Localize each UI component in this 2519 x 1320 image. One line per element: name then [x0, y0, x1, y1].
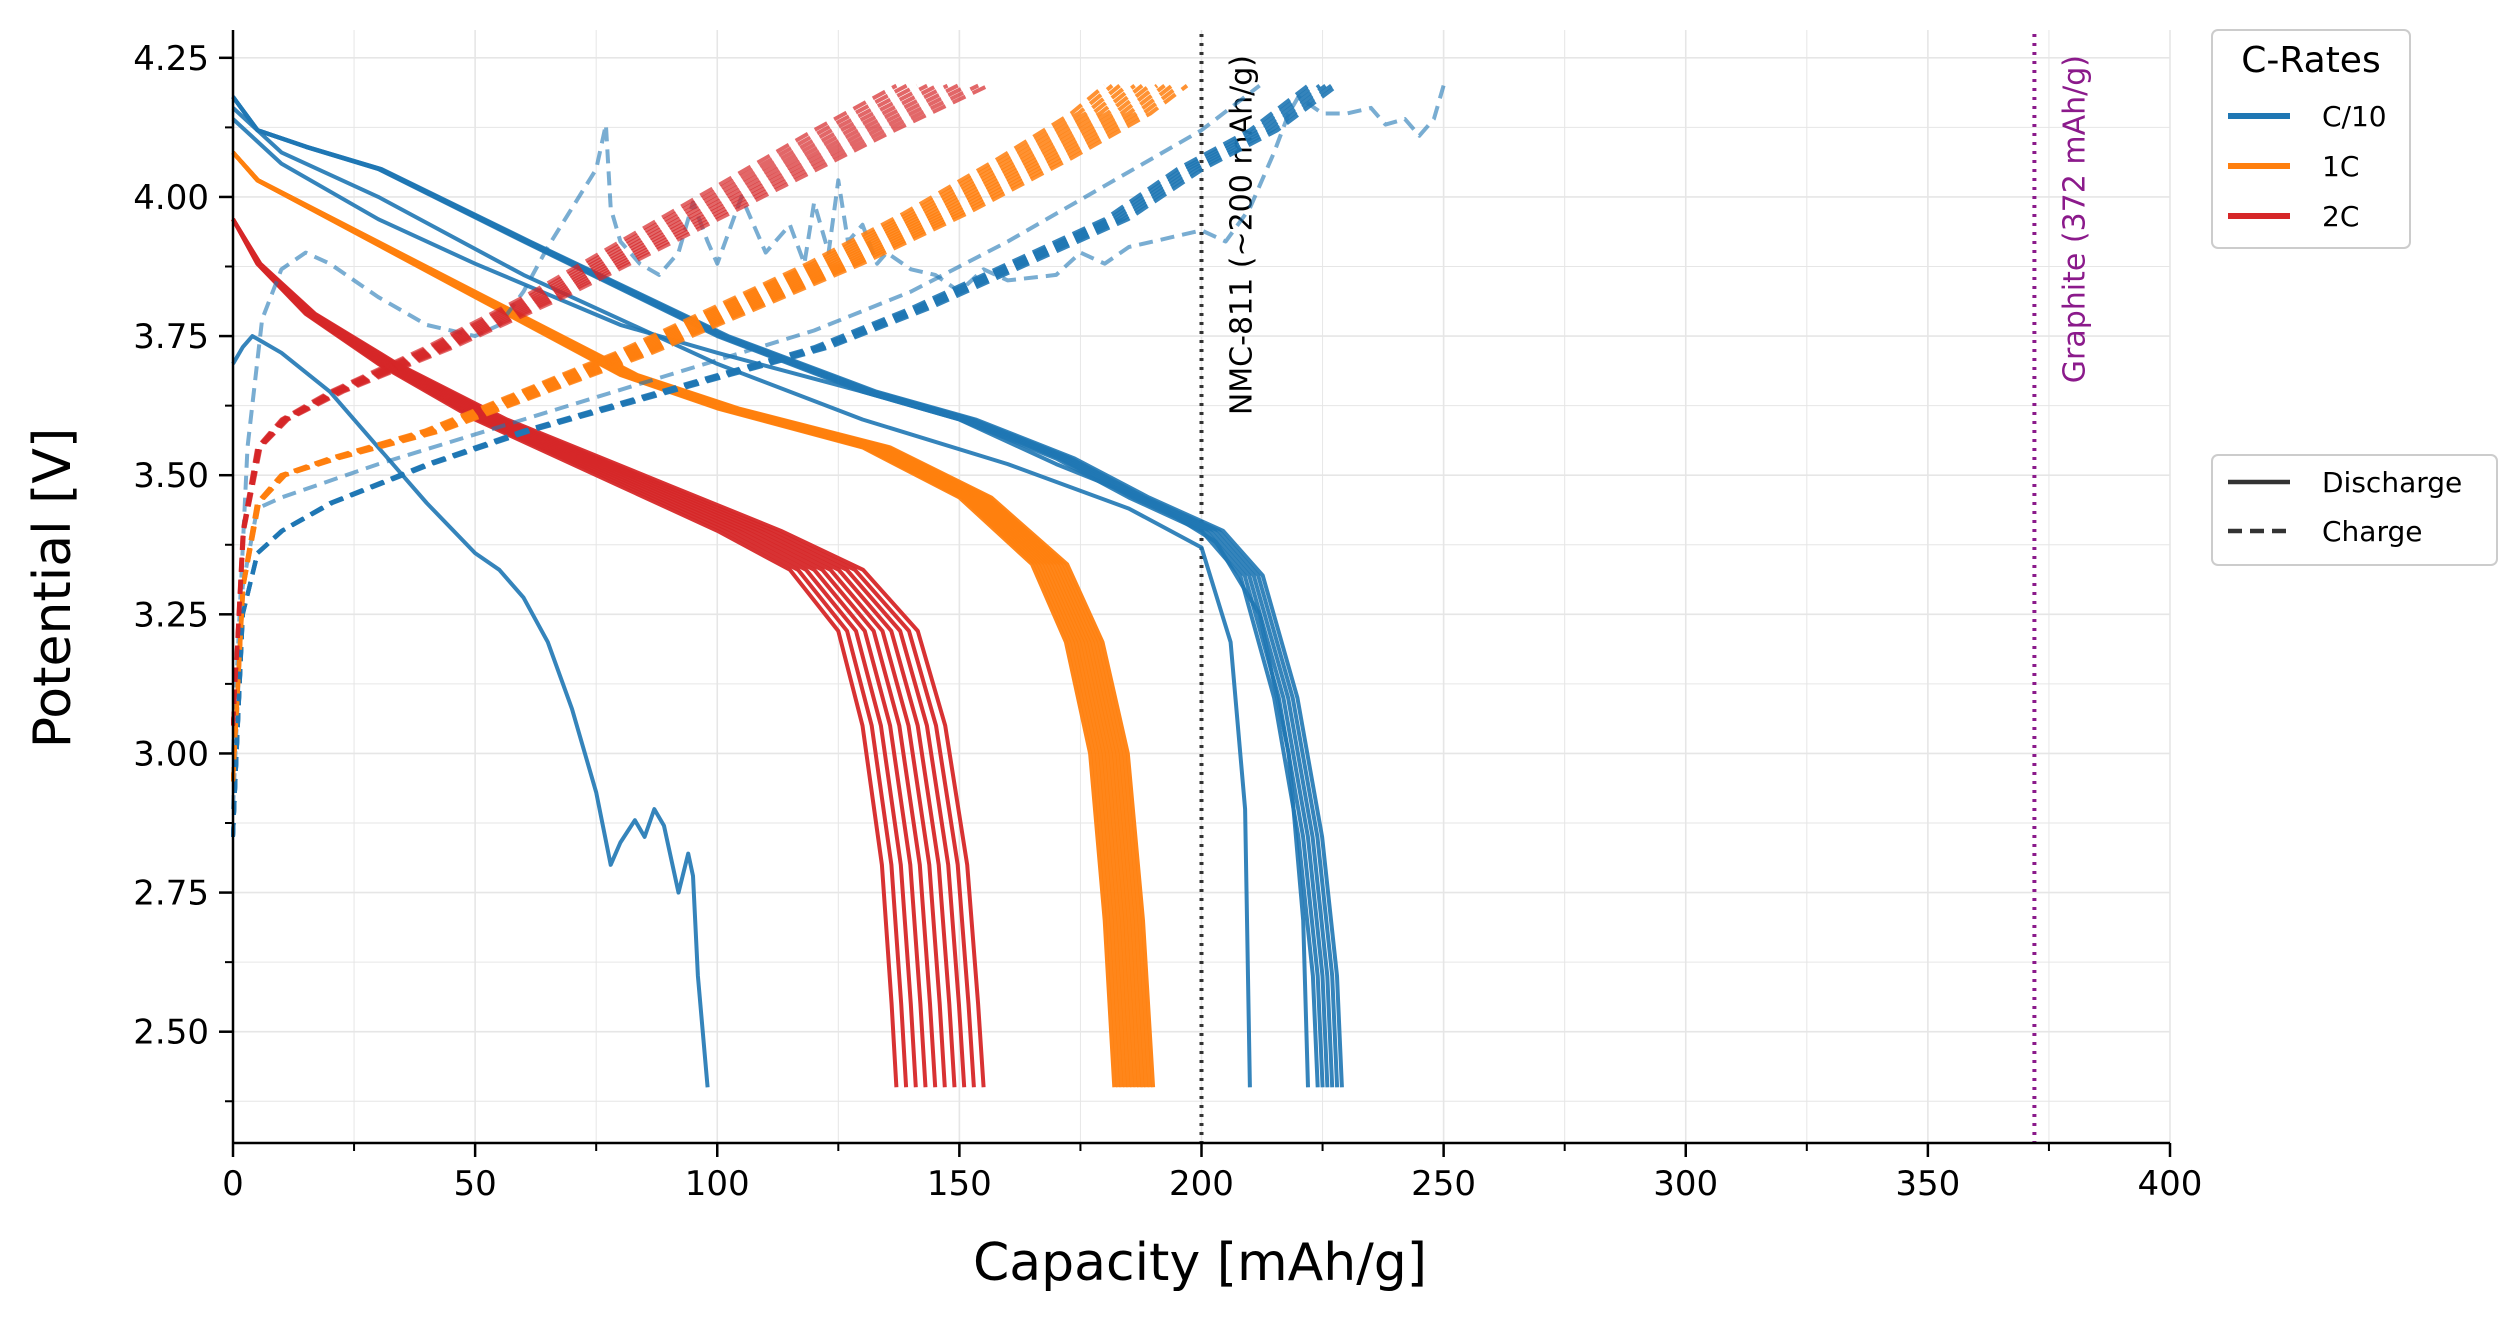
- legend-c-rates: C-Rates C/10 1C 2C: [2211, 29, 2411, 249]
- series-line-c-10-discharge-0-0: [231, 95, 1320, 1088]
- reference-label-graphite: Graphite (372 mAh/g): [2057, 55, 2092, 383]
- y-tick-label: 3.50: [133, 456, 209, 496]
- series-line-1c-discharge-4-11: [231, 151, 1156, 1088]
- series-line-c-10-discharge-2-0: [231, 117, 1310, 1088]
- x-tick-label: 0: [222, 1164, 244, 1204]
- series-line-1c-discharge-4-8: [231, 151, 1145, 1088]
- series-line-c-10-charge-6-4: [231, 84, 1333, 837]
- y-tick-label: 4.25: [133, 39, 209, 79]
- series-line-1c-discharge-4-6: [231, 151, 1138, 1088]
- series-line-2c-discharge-5-6: [231, 218, 957, 1088]
- legend-label-charge: Charge: [2322, 515, 2422, 548]
- series-line-c-10-charge-6-1: [231, 84, 1316, 837]
- y-tick-label: 3.25: [133, 595, 209, 635]
- series-line-1c-charge-9-8: [231, 84, 1166, 782]
- series-line-1c-charge-9-9: [231, 84, 1174, 782]
- series-line-c-10-charge-7-0: [231, 84, 1261, 810]
- series-line-c-10-discharge-0-4: [231, 95, 1340, 1088]
- series-line-c-10-charge-6-5: [231, 83, 1339, 837]
- series-line-1c-charge-9-11: [231, 84, 1189, 782]
- x-tick-label: 150: [927, 1164, 992, 1204]
- x-axis-label: Capacity [mAh/g]: [973, 1233, 1427, 1293]
- series-line-1c-discharge-4-2: [231, 151, 1124, 1088]
- series-line-1c-discharge-4-1: [231, 151, 1120, 1088]
- y-axis-label: Potential [V]: [23, 428, 83, 748]
- series-line-c-10-discharge-0-1: [231, 95, 1325, 1088]
- legend-label-2c: 2C: [2322, 200, 2359, 233]
- series-line-1c-charge-9-4: [231, 84, 1136, 782]
- series-line-1c-discharge-4-4: [231, 151, 1131, 1088]
- series-line-1c-discharge-4-7: [231, 151, 1141, 1088]
- x-tick-label: 300: [1653, 1164, 1718, 1204]
- series-line-1c-discharge-4-0: [231, 151, 1117, 1088]
- series-line-c-10-discharge-1-0: [231, 106, 1252, 1088]
- x-tick-label: 50: [453, 1164, 496, 1204]
- x-tick-label: 100: [685, 1164, 750, 1204]
- series-line-2c-discharge-5-0: [231, 218, 899, 1088]
- series-line-1c-discharge-4-3: [231, 151, 1127, 1088]
- y-tick-label: 2.75: [133, 874, 209, 914]
- legend-c-rates-frame: [2211, 29, 2411, 249]
- series-line-c-10-discharge-0-2: [231, 95, 1330, 1088]
- series-line-1c-discharge-4-5: [231, 151, 1134, 1088]
- series-line-2c-discharge-5-9: [231, 218, 986, 1088]
- legend-c-rates-title: C-Rates: [2241, 40, 2380, 81]
- series-line-c-10-discharge-0-3: [231, 95, 1335, 1088]
- x-tick-label: 400: [2138, 1164, 2203, 1204]
- y-tick-label: 3.75: [133, 317, 209, 357]
- legend-label-c-10: C/10: [2322, 100, 2387, 133]
- legend-label-1c: 1C: [2322, 150, 2359, 183]
- axes: 0 50 100 150 200 250 300 350 400 2.50 2.75 3.00 3.25…: [133, 30, 2202, 1204]
- series-line-1c-charge-9-7: [231, 84, 1159, 782]
- x-tick-label: 250: [1411, 1164, 1476, 1204]
- x-tick-label: 350: [1895, 1164, 1960, 1204]
- x-tick-label: 200: [1169, 1164, 1234, 1204]
- legend-label-discharge: Discharge: [2322, 466, 2462, 499]
- series-layer: [231, 83, 1446, 1088]
- y-tick-label: 2.50: [133, 1013, 209, 1053]
- y-tick-label: 4.00: [133, 178, 209, 218]
- series-line-c-10-charge-8-0: [231, 85, 1446, 754]
- series-line-c-10-discharge-0-5: [231, 95, 1344, 1088]
- legend-mode: Discharge Charge: [2211, 454, 2498, 566]
- series-line-c-10-discharge-3-0: [231, 334, 710, 1088]
- series-line-2c-charge-10-9: [231, 83, 990, 726]
- y-tick-label: 3.00: [133, 734, 209, 774]
